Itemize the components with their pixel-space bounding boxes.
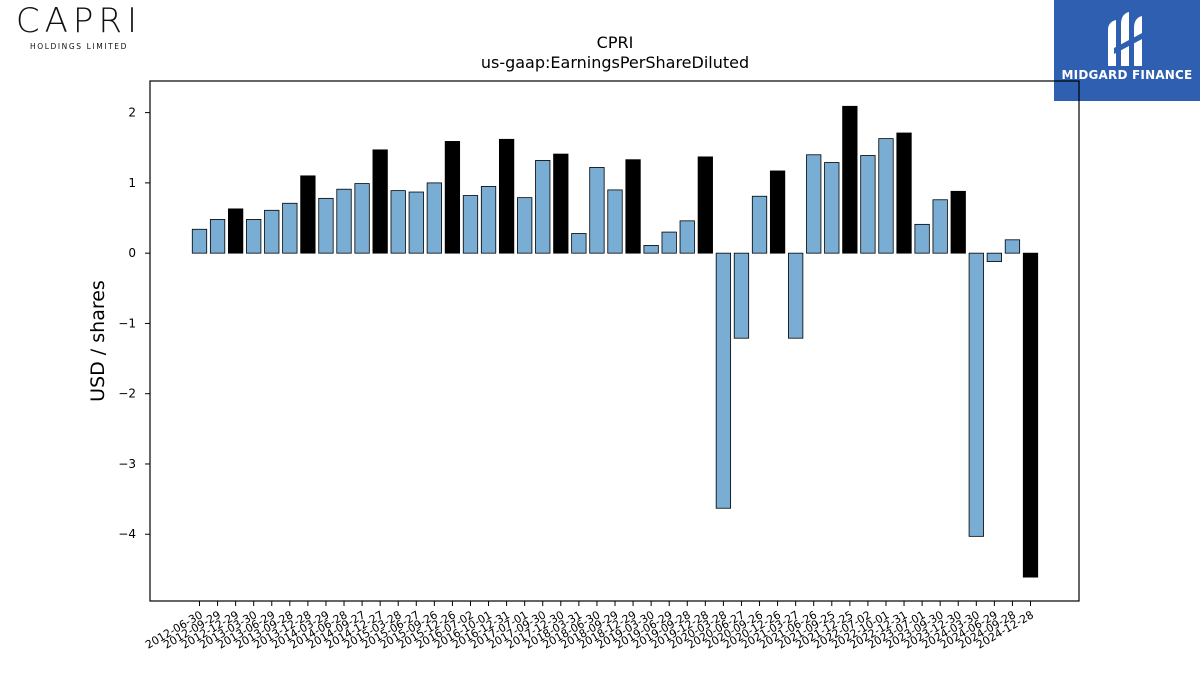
bar-2021-09-25 [824, 162, 840, 254]
bar-2015-09-26 [426, 182, 442, 254]
bar-2018-06-30 [589, 167, 605, 254]
bar-2022-10-01 [878, 138, 894, 254]
bar-2012-12-29 [227, 208, 244, 254]
bar-2015-12-26 [444, 141, 461, 254]
bar-2023-09-30 [932, 199, 948, 254]
bar-2024-03-30 [968, 252, 984, 537]
bar-2018-09-29 [607, 189, 623, 254]
capri-logo-wordmark: CAPRI [15, 1, 143, 41]
bar-2018-12-29 [625, 159, 641, 254]
bar-2013-06-29 [264, 209, 280, 254]
bar-2024-12-28 [1022, 252, 1039, 578]
bar-2015-03-28 [390, 190, 406, 254]
bar-2023-07-01 [914, 223, 930, 254]
bar-2021-03-27 [788, 252, 804, 339]
bar-2017-07-01 [517, 197, 533, 254]
chart-title: CPRI [597, 33, 634, 52]
bar-2020-12-26 [769, 170, 786, 254]
y-tick-label: −1 [118, 316, 136, 330]
bar-2019-03-30 [643, 245, 659, 254]
plot-frame [149, 80, 1080, 602]
bar-2016-12-31 [498, 138, 515, 254]
y-tick-label: 2 [128, 106, 136, 120]
bar-2015-06-27 [408, 191, 424, 254]
bar-2024-06-29 [986, 252, 1002, 262]
y-tick-label: −2 [118, 387, 136, 401]
bar-2023-12-30 [950, 190, 966, 254]
capri-logo-subtitle: HOLDINGS LIMITED [29, 42, 129, 51]
capri-holdings-logo: CAPRI HOLDINGS LIMITED [4, 2, 154, 51]
bar-2022-12-31 [896, 132, 912, 254]
bar-2014-03-29 [318, 197, 334, 254]
bars-group [191, 105, 1039, 578]
bar-2020-09-26 [751, 195, 768, 254]
bar-2019-09-28 [679, 220, 695, 254]
bar-2020-06-27 [733, 252, 750, 339]
bar-2016-10-01 [480, 186, 497, 254]
bar-2012-06-30 [191, 228, 208, 254]
bar-2014-12-27 [372, 149, 388, 254]
y-tick-label: 0 [128, 246, 136, 260]
midgard-logo-text: MIDGARD FINANCE [1061, 68, 1193, 82]
bar-2019-06-29 [661, 231, 677, 254]
y-axis-ticks: 2 1 0 −1 −2 −3 −4 [118, 106, 150, 541]
chart-subtitle: us-gaap:EarningsPerShareDiluted [481, 53, 749, 72]
bar-2013-12-28 [300, 175, 316, 254]
y-axis-label: USD / shares [87, 280, 109, 402]
bar-2020-03-28 [715, 252, 732, 509]
bar-2019-12-28 [697, 156, 713, 254]
y-tick-label: −3 [118, 457, 136, 471]
y-tick-label: 1 [128, 176, 136, 190]
bar-2017-09-30 [535, 160, 551, 254]
bar-2013-09-28 [282, 202, 298, 254]
bar-2012-09-29 [209, 219, 226, 254]
bar-2014-09-27 [354, 183, 370, 254]
bar-2021-12-25 [842, 105, 858, 254]
y-tick-label: −4 [118, 527, 136, 541]
bar-2021-06-26 [806, 154, 822, 254]
midgard-logo-mark-icon [1108, 12, 1144, 66]
bar-2017-12-30 [553, 153, 569, 254]
bar-2014-06-28 [336, 188, 352, 254]
x-axis-ticks: 2012-06-302012-09-292012-12-292013-03-30… [143, 601, 1036, 652]
bar-2018-03-31 [571, 233, 587, 254]
midgard-finance-logo: MIDGARD FINANCE [1054, 0, 1200, 101]
bar-2022-07-02 [860, 155, 876, 254]
bar-2013-03-30 [246, 219, 262, 254]
bar-2016-07-02 [462, 195, 479, 254]
bar-2024-09-28 [1004, 239, 1021, 254]
